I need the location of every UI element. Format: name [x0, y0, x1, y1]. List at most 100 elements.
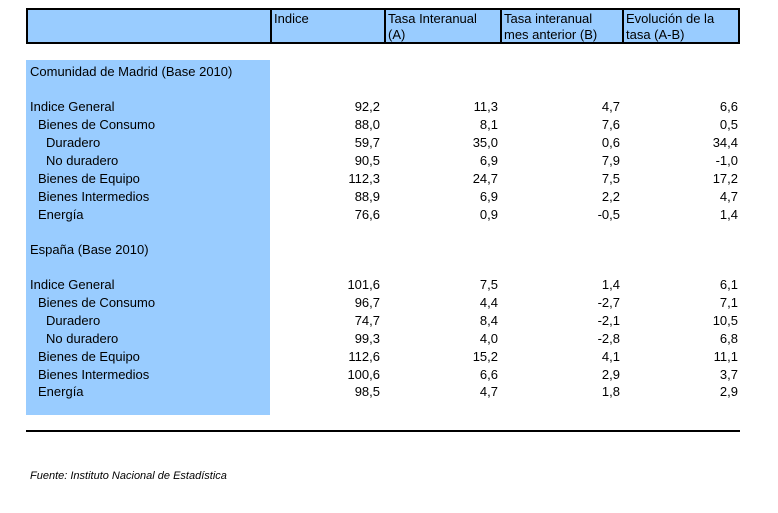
cell-evolucion: 6,8 — [719, 331, 738, 346]
header-evolucion-line1: Evolución de la — [626, 11, 715, 26]
cell-tasa-b: -2,1 — [597, 313, 620, 328]
cell-indice: 112,6 — [348, 349, 380, 364]
table-row: Indice General 92,2 11,3 4,7 6,6 — [0, 98, 778, 116]
cell-tasa-b: -2,7 — [597, 295, 620, 310]
cell-tasa-a: 6,9 — [479, 189, 498, 204]
cell-tasa-a: 15,2 — [472, 349, 498, 364]
cell-tasa-b: 2,2 — [601, 189, 620, 204]
cell-evolucion: 1,4 — [719, 207, 738, 222]
cell-indice: 74,7 — [354, 313, 380, 328]
cell-evolucion: 3,7 — [719, 367, 738, 382]
source-note: Fuente: Instituto Nacional de Estadístic… — [30, 470, 227, 482]
cell-tasa-b: 4,1 — [601, 349, 620, 364]
cell-indice: 59,7 — [354, 135, 380, 150]
cell-evolucion: 6,1 — [719, 277, 738, 292]
cell-evolucion: 4,7 — [719, 189, 738, 204]
cell-indice: 76,6 — [354, 207, 380, 222]
cell-tasa-a: 8,1 — [479, 117, 498, 132]
cell-tasa-b: 1,4 — [601, 277, 620, 292]
cell-indice: 88,0 — [354, 117, 380, 132]
table-row: No duradero 90,5 6,9 7,9 -1,0 — [0, 152, 778, 170]
cell-evolucion: -1,0 — [715, 153, 738, 168]
cell-evolucion: 10,5 — [712, 313, 738, 328]
section-title-row: España (Base 2010) — [0, 241, 778, 259]
header-tasa-b-line1: Tasa interanual — [504, 11, 593, 26]
header-evolucion: Evolución de la tasa (A-B) — [624, 10, 740, 42]
cell-tasa-a: 6,6 — [479, 367, 498, 382]
table-row: Bienes Intermedios 100,6 6,6 2,9 3,7 — [0, 366, 778, 384]
cell-tasa-b: 0,6 — [601, 135, 620, 150]
cell-tasa-b: -0,5 — [597, 207, 620, 222]
table-row: Bienes de Equipo 112,3 24,7 7,5 17,2 — [0, 170, 778, 188]
header-tasa-b-line2: mes anterior (B) — [504, 27, 598, 42]
cell-indice: 101,6 — [347, 277, 380, 292]
table-row: Energía 98,5 4,7 1,8 2,9 — [0, 383, 778, 401]
header-divider — [270, 10, 272, 42]
row-label: No duradero — [46, 331, 119, 346]
cell-tasa-a: 6,9 — [479, 153, 498, 168]
cell-tasa-b: 7,5 — [601, 171, 620, 186]
header-evolucion-line2: tasa (A-B) — [626, 27, 685, 42]
section-title: España (Base 2010) — [30, 242, 149, 257]
row-label: Energía — [38, 384, 84, 399]
row-label: No duradero — [46, 153, 119, 168]
row-label: Duradero — [46, 135, 101, 150]
cell-indice: 92,2 — [354, 99, 380, 114]
cell-evolucion: 2,9 — [719, 384, 738, 399]
table-row: Bienes de Consumo 96,7 4,4 -2,7 7,1 — [0, 294, 778, 312]
cell-tasa-a: 24,7 — [472, 171, 498, 186]
row-label: Bienes de Consumo — [38, 117, 156, 132]
cell-tasa-a: 8,4 — [479, 313, 498, 328]
table-row: Indice General 101,6 7,5 1,4 6,1 — [0, 276, 778, 294]
cell-tasa-b: 4,7 — [601, 99, 620, 114]
cell-tasa-b: 2,9 — [601, 367, 620, 382]
cell-evolucion: 7,1 — [719, 295, 738, 310]
cell-tasa-a: 4,0 — [479, 331, 498, 346]
cell-tasa-a: 11,3 — [473, 99, 498, 114]
row-label: Duradero — [46, 313, 101, 328]
header-divider — [384, 10, 386, 42]
row-label: Bienes Intermedios — [38, 189, 150, 204]
cell-tasa-a: 4,7 — [479, 384, 498, 399]
header-label-col — [28, 10, 270, 42]
cell-evolucion: 17,2 — [712, 171, 738, 186]
header-tasa-a-line1: Tasa Interanual — [388, 11, 477, 26]
row-label: Energía — [38, 207, 84, 222]
section-title: Comunidad de Madrid (Base 2010) — [30, 64, 233, 79]
cell-evolucion: 6,6 — [719, 99, 738, 114]
cell-indice: 90,5 — [354, 153, 380, 168]
cell-tasa-a: 0,9 — [479, 207, 498, 222]
header-indice: Indice — [274, 11, 309, 26]
cell-indice: 88,9 — [354, 189, 380, 204]
header-tasa-a: Tasa Interanual (A) — [386, 10, 500, 42]
bottom-rule — [26, 430, 740, 432]
row-label: Bienes Intermedios — [38, 367, 150, 382]
header-divider — [500, 10, 502, 42]
table-header: Indice Tasa Interanual (A) Tasa interanu… — [26, 8, 740, 44]
row-label: Bienes de Equipo — [38, 349, 140, 364]
cell-indice: 96,7 — [354, 295, 380, 310]
cell-evolucion: 34,4 — [712, 135, 738, 150]
table-row: Energía 76,6 0,9 -0,5 1,4 — [0, 206, 778, 224]
cell-evolucion: 11,1 — [713, 349, 738, 364]
cell-tasa-b: -2,8 — [597, 331, 620, 346]
row-label: Indice General — [30, 99, 115, 114]
table-row: No duradero 99,3 4,0 -2,8 6,8 — [0, 330, 778, 348]
cell-tasa-a: 7,5 — [479, 277, 498, 292]
table-row: Duradero 59,7 35,0 0,6 34,4 — [0, 134, 778, 152]
table-row: Bienes de Equipo 112,6 15,2 4,1 11,1 — [0, 348, 778, 366]
table-row: Duradero 74,7 8,4 -2,1 10,5 — [0, 312, 778, 330]
row-label: Bienes de Consumo — [38, 295, 156, 310]
row-label: Bienes de Equipo — [38, 171, 140, 186]
cell-indice: 112,3 — [348, 171, 380, 186]
cell-indice: 98,5 — [354, 384, 380, 399]
cell-tasa-b: 7,9 — [601, 153, 620, 168]
cell-tasa-b: 1,8 — [601, 384, 620, 399]
cell-indice: 100,6 — [347, 367, 380, 382]
cell-tasa-a: 35,0 — [472, 135, 498, 150]
label-column-background — [26, 60, 270, 415]
cell-tasa-b: 7,6 — [601, 117, 620, 132]
table-row: Bienes de Consumo 88,0 8,1 7,6 0,5 — [0, 116, 778, 134]
row-label: Indice General — [30, 277, 115, 292]
header-tasa-b: Tasa interanual mes anterior (B) — [502, 10, 622, 42]
